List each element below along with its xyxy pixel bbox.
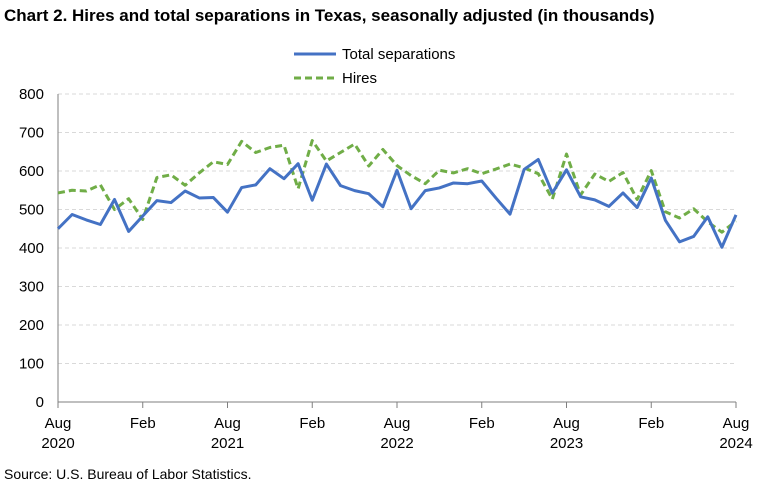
y-tick-label: 700 [19,125,44,142]
legend-label-hires: Hires [342,70,377,87]
chart-title: Chart 2. Hires and total separations in … [4,6,655,25]
y-tick-label: 200 [19,317,44,334]
series-lines [56,139,738,249]
x-tick-label-month: Aug [553,415,580,432]
x-tick-label-year: 2024 [719,435,752,452]
x-tick-label-year: 2023 [550,435,583,452]
y-tick-label: 500 [19,202,44,219]
source-note: Source: U.S. Bureau of Labor Statistics. [4,466,252,482]
x-tick-label-month: Aug [45,415,72,432]
y-tick-label: 400 [19,240,44,257]
y-tick-label: 0 [36,394,44,411]
x-tick-label-month: Feb [299,415,325,432]
x-tick-label-month: Aug [384,415,411,432]
x-tick-label-year: 2022 [380,435,413,452]
axes: 0 100 200 300 400 500 600 700 800 Aug 2020 Feb Aug 20… [19,86,753,452]
series-line-hires [57,139,737,234]
x-tick-label-month: Feb [130,415,156,432]
x-tick-label-month: Aug [723,415,750,432]
x-tick-label-month: Feb [469,415,495,432]
legend-label-total-separations: Total separations [342,46,455,63]
x-tick-label-year: 2020 [41,435,74,452]
y-tick-label: 600 [19,163,44,180]
y-tick-label: 800 [19,86,44,103]
x-tick-label-year: 2021 [211,435,244,452]
x-tick-label-month: Feb [638,415,664,432]
gridlines [58,93,736,364]
x-tick-label-month: Aug [214,415,241,432]
series-line-total-separations [56,157,738,249]
y-tick-label: 300 [19,279,44,296]
legend: Total separations Hires [294,46,455,87]
y-tick-label: 100 [19,356,44,373]
